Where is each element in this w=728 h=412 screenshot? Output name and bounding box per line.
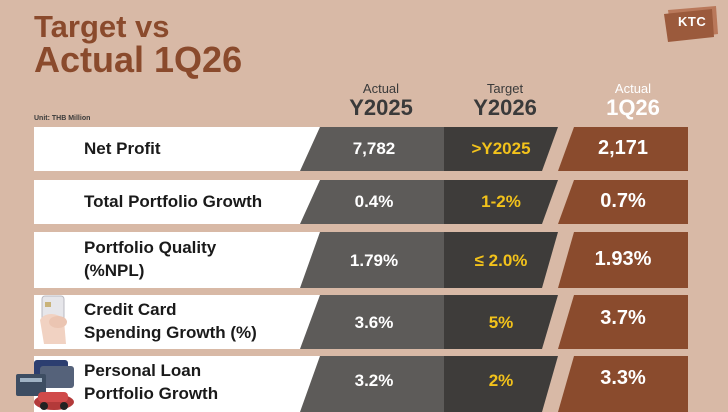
table-row-portfolio-quality: Portfolio Quality (%NPL) 1.79% ≤ 2.0% 1.… [34, 232, 688, 288]
column-header-target-line1: Target [486, 81, 524, 96]
cell-target-y2026: ≤ 2.0% [444, 232, 558, 288]
value-target-y2026: >Y2025 [471, 139, 531, 158]
cell-actual-1q26: 2,171 [558, 127, 688, 171]
row-label: Total Portfolio Growth [84, 192, 263, 211]
cell-actual-y2025: 1.79% [300, 232, 448, 288]
cell-actual-1q26: 1.93% [558, 232, 688, 288]
credit-card-hand-icon [40, 295, 67, 344]
table-row-credit-card-spending: Credit Card Spending Growth (%) 3.6% 5% … [34, 295, 688, 349]
title-line2: Actual 1Q26 [34, 39, 243, 81]
column-header-target-y2026: Target Y2026 [445, 82, 565, 119]
column-header-actual-y2025: Actual Y2025 [326, 82, 436, 119]
column-header-target-line2: Y2026 [473, 95, 537, 120]
row-label: Portfolio Quality (%NPL) [84, 237, 216, 283]
column-header-q-line2: 1Q26 [606, 95, 660, 120]
value-actual-y2025: 3.2% [354, 371, 394, 390]
row-label-line1: Personal Loan [84, 361, 202, 380]
title-line1: Target vs [34, 9, 170, 44]
cell-target-y2026: >Y2025 [444, 127, 558, 171]
row-label-line2: Spending Growth (%) [84, 322, 257, 342]
cell-target-y2026: 1-2% [444, 180, 558, 224]
cell-target-y2026: 5% [444, 295, 558, 349]
row-label-line2: (%NPL) [84, 260, 145, 280]
unit-label: Unit: THB Million [34, 115, 91, 122]
column-header-q-line1: Actual [614, 81, 652, 96]
value-actual-y2025: 0.4% [354, 192, 394, 211]
cell-actual-1q26: 3.7% [558, 295, 688, 349]
cell-actual-y2025: 3.6% [300, 295, 448, 349]
cell-actual-y2025: 3.2% [300, 356, 448, 412]
table-row-net-profit: Net Profit 7,782 >Y2025 2,171 [34, 127, 688, 171]
value-actual-1q26: 3.3% [600, 367, 646, 389]
cell-actual-y2025: 0.4% [300, 180, 448, 224]
cell-target-y2026: 2% [444, 356, 558, 412]
ktc-logo: KTC [660, 4, 722, 42]
value-actual-y2025: 7,782 [352, 139, 396, 158]
value-actual-1q26: 1.93% [594, 248, 652, 270]
value-target-y2026: ≤ 2.0% [474, 251, 528, 270]
column-header-actual-1q26: Actual 1Q26 [573, 82, 693, 119]
value-target-y2026: 5% [488, 313, 514, 332]
cell-actual-y2025: 7,782 [300, 127, 448, 171]
row-label-line2: Portfolio Growth [84, 383, 219, 403]
personal-loan-icon [16, 360, 74, 410]
table-row-personal-loan: Personal Loan Portfolio Growth 3.2% 2% 3… [34, 356, 688, 412]
cell-actual-1q26: 3.3% [558, 356, 688, 412]
table-row-total-portfolio-growth: Total Portfolio Growth 0.4% 1-2% 0.7% [34, 180, 688, 224]
value-actual-1q26: 0.7% [600, 190, 646, 212]
column-header-actual-line2: Y2025 [349, 95, 413, 120]
cell-actual-1q26: 0.7% [558, 180, 688, 224]
column-header-actual-line1: Actual [362, 81, 400, 96]
value-actual-y2025: 1.79% [349, 251, 399, 270]
row-label-line1: Portfolio Quality [84, 238, 217, 257]
value-actual-y2025: 3.6% [354, 313, 394, 332]
row-label: Credit Card Spending Growth (%) [84, 299, 257, 345]
page-title: Target vs Actual 1Q26 [34, 9, 243, 81]
row-label: Personal Loan Portfolio Growth [84, 360, 218, 406]
row-label: Net Profit [84, 139, 161, 158]
logo-text: KTC [678, 14, 707, 29]
value-actual-1q26: 2,171 [597, 137, 649, 159]
value-target-y2026: 2% [488, 371, 514, 390]
row-label-line1: Credit Card [84, 300, 177, 319]
value-target-y2026: 1-2% [481, 192, 521, 211]
value-actual-1q26: 3.7% [600, 307, 646, 329]
